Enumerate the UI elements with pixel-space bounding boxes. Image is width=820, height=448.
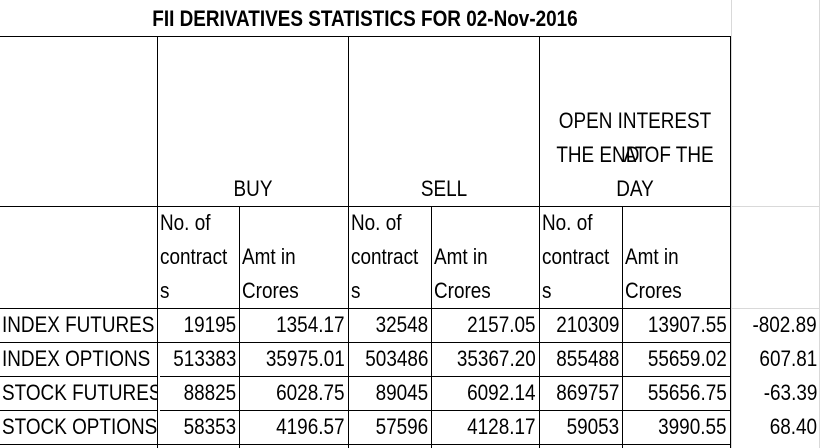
report-title: FII DERIVATIVES STATISTICS FOR 02-Nov-20… (152, 6, 578, 31)
cell-buy-amt: 6028.75 (276, 380, 345, 405)
border (0, 444, 731, 445)
cell-buy-contracts: 19195 (183, 312, 236, 337)
border (431, 206, 432, 448)
header-buy: BUY (233, 176, 273, 201)
cell-sell-contracts: 32548 (375, 312, 428, 337)
subheader-buy-amt-l1: Amt in (242, 244, 296, 269)
subheader-buy-contracts-l2: contract (160, 244, 228, 269)
border (0, 342, 731, 343)
cell-oi-contracts: 59053 (566, 414, 619, 439)
cell-buy-contracts: 513383 (172, 346, 236, 371)
cell-oi-amt: 3990.55 (658, 414, 727, 439)
border (239, 206, 240, 448)
header-open-interest-l3: DAY (616, 176, 654, 201)
row-label-stock-futures: STOCK FUTURES (2, 380, 158, 405)
subheader-oi-amt-l2: Crores (625, 278, 682, 303)
cell-net: 607.81 (759, 346, 817, 371)
clip-mask (158, 376, 160, 444)
cell-oi-amt: 13907.55 (648, 312, 727, 337)
subheader-oi-amt-l1: Amt in (625, 244, 679, 269)
cell-net: -802.89 (752, 312, 817, 337)
subheader-sell-amt-l2: Crores (434, 278, 491, 303)
cell-oi-amt: 55656.75 (648, 380, 727, 405)
subheader-sell-contracts-l3: s (351, 278, 361, 303)
cell-buy-contracts: 88825 (183, 380, 236, 405)
border (730, 36, 731, 448)
subheader-oi-contracts-l3: s (542, 278, 552, 303)
row-label-index-options: INDEX OPTIONS (2, 346, 151, 371)
border (0, 36, 731, 37)
cell-buy-amt: 35975.01 (266, 346, 345, 371)
cell-buy-amt: 1354.17 (276, 312, 345, 337)
subheader-sell-amt-l1: Amt in (434, 244, 488, 269)
cell-sell-amt: 2157.05 (467, 312, 536, 337)
gridline (731, 0, 732, 448)
cell-sell-amt: 35367.20 (457, 346, 536, 371)
row-label-index-futures: INDEX FUTURES (2, 312, 155, 337)
subheader-buy-contracts-l1: No. of (160, 210, 211, 235)
border (0, 410, 731, 411)
border (622, 206, 623, 448)
subheader-buy-contracts-l3: s (160, 278, 170, 303)
subheader-oi-contracts-l1: No. of (542, 210, 593, 235)
cell-sell-contracts: 57596 (375, 414, 428, 439)
border (348, 36, 349, 448)
subheader-sell-contracts-l1: No. of (351, 210, 402, 235)
cell-sell-amt: 4128.17 (467, 414, 536, 439)
row-label-stock-options: STOCK OPTIONS (2, 414, 158, 439)
cell-buy-amt: 4196.57 (276, 414, 345, 439)
cell-sell-amt: 6092.14 (467, 380, 536, 405)
cell-net: -63.39 (763, 380, 817, 405)
header-open-interest-l1: OPEN INTEREST AT (558, 108, 712, 167)
header-open-interest-l2: THE END OF THE (556, 142, 714, 167)
cell-oi-contracts: 869757 (555, 380, 619, 405)
border (539, 36, 540, 448)
cell-oi-amt: 55659.02 (648, 346, 727, 371)
cell-sell-contracts: 89045 (375, 380, 428, 405)
cell-buy-contracts: 58353 (183, 414, 236, 439)
subheader-oi-contracts-l2: contract (542, 244, 610, 269)
cell-oi-contracts: 855488 (555, 346, 619, 371)
subheader-sell-contracts-l2: contract (351, 244, 419, 269)
border (0, 376, 731, 377)
cell-net: 68.40 (769, 414, 817, 439)
header-sell: SELL (420, 176, 468, 201)
border (0, 308, 731, 309)
border (157, 36, 158, 448)
cell-sell-contracts: 503486 (364, 346, 428, 371)
border (0, 206, 731, 207)
subheader-buy-amt-l2: Crores (242, 278, 299, 303)
cell-oi-contracts: 210309 (555, 312, 619, 337)
